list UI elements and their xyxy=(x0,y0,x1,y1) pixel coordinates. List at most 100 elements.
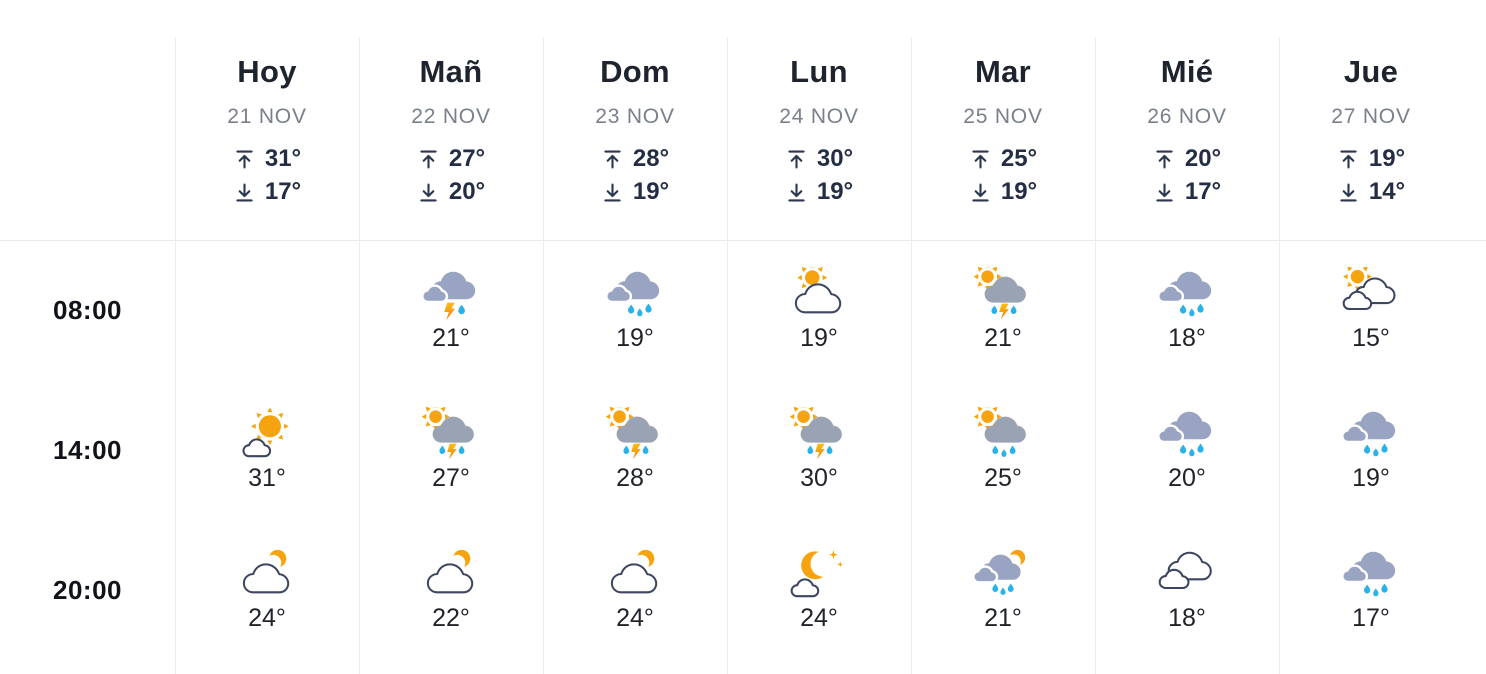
low-temp: 19° xyxy=(969,180,1037,204)
day-column-0: Hoy 21 NOV 31° 17° 31° 24° xyxy=(175,0,359,674)
low-temp-value: 17° xyxy=(264,178,302,205)
high-temp: 20° xyxy=(1153,147,1221,171)
column-divider xyxy=(1095,37,1096,674)
arrow-down-to-line-icon xyxy=(1340,183,1357,201)
high-low-temps: 27° 20° xyxy=(417,147,485,204)
rain-icon xyxy=(606,271,660,317)
cell-temperature: 24° xyxy=(800,604,838,632)
cell-temperature: 21° xyxy=(984,324,1022,352)
rain-icon xyxy=(1342,411,1396,457)
column-divider xyxy=(175,37,176,674)
column-divider xyxy=(543,37,544,674)
day-date: 26 NOV xyxy=(1147,105,1227,128)
high-temp-value: 30° xyxy=(816,145,854,172)
day-tab-5[interactable]: Mié 26 NOV 20° 17° xyxy=(1095,0,1279,240)
forecast-cell: 19° xyxy=(727,240,911,380)
high-temp: 30° xyxy=(785,147,853,171)
arrow-up-to-line-icon xyxy=(1340,150,1357,168)
forecast-cell xyxy=(175,240,359,380)
high-low-temps: 31° 17° xyxy=(233,147,301,204)
cell-temperature: 17° xyxy=(1352,604,1390,632)
day-name: Hoy xyxy=(237,54,297,89)
day-column-2: Dom 23 NOV 28° 19° 19° 28° 24° xyxy=(543,0,727,674)
arrow-down-to-line-icon xyxy=(788,183,805,201)
sun-rain-icon xyxy=(974,407,1026,457)
forecast-cell: 19° xyxy=(1279,380,1463,520)
day-name: Mar xyxy=(974,54,1032,89)
forecast-cell: 24° xyxy=(727,520,911,660)
cell-temperature: 20° xyxy=(1168,464,1206,492)
high-temp: 28° xyxy=(601,147,669,171)
day-name: Mié xyxy=(1160,54,1214,89)
arrow-up-to-line-icon xyxy=(604,150,621,168)
low-temp: 17° xyxy=(233,180,301,204)
cell-temperature: 18° xyxy=(1168,604,1206,632)
forecast-cell: 19° xyxy=(543,240,727,380)
forecast-cell: 24° xyxy=(543,520,727,660)
cloud-moon-icon xyxy=(242,549,290,594)
high-temp: 25° xyxy=(969,147,1037,171)
day-name: Dom xyxy=(600,54,670,89)
day-tab-0[interactable]: Hoy 21 NOV 31° 17° xyxy=(175,0,359,240)
high-temp-value: 19° xyxy=(1368,145,1406,172)
day-tab-4[interactable]: Mar 25 NOV 25° 19° xyxy=(911,0,1095,240)
low-temp-value: 20° xyxy=(448,178,486,205)
high-low-temps: 30° 19° xyxy=(785,147,853,204)
time-label: 08:00 xyxy=(53,294,122,325)
forecast-cell: 31° xyxy=(175,380,359,520)
high-temp: 31° xyxy=(233,147,301,171)
cell-temperature: 31° xyxy=(248,464,286,492)
day-tab-2[interactable]: Dom 23 NOV 28° 19° xyxy=(543,0,727,240)
day-date: 24 NOV xyxy=(779,105,859,128)
forecast-cell: 21° xyxy=(911,520,1095,660)
forecast-cell: 27° xyxy=(359,380,543,520)
cloudy-icon xyxy=(1158,551,1212,589)
arrow-down-to-line-icon xyxy=(604,183,621,201)
column-divider xyxy=(727,37,728,674)
rain-icon xyxy=(1158,271,1212,317)
day-tab-6[interactable]: Jue 27 NOV 19° 14° xyxy=(1279,0,1463,240)
sun-thunderstorm-icon xyxy=(974,267,1026,320)
low-temp: 14° xyxy=(1337,180,1405,204)
cell-temperature: 19° xyxy=(1352,464,1390,492)
high-temp: 19° xyxy=(1337,147,1405,171)
cell-temperature: 22° xyxy=(432,604,470,632)
day-name: Mañ xyxy=(419,54,483,89)
forecast-cell: 18° xyxy=(1095,240,1279,380)
column-divider xyxy=(1279,37,1280,674)
forecast-cell: 15° xyxy=(1279,240,1463,380)
cell-temperature: 21° xyxy=(984,604,1022,632)
high-low-temps: 25° 19° xyxy=(969,147,1037,204)
day-tab-1[interactable]: Mañ 22 NOV 27° 20° xyxy=(359,0,543,240)
day-column-3: Lun 24 NOV 30° 19° 19° 30° 24° xyxy=(727,0,911,674)
sun-thunderstorm-icon xyxy=(606,407,658,460)
high-low-temps: 28° 19° xyxy=(601,147,669,204)
cell-temperature: 19° xyxy=(800,324,838,352)
low-temp: 19° xyxy=(601,180,669,204)
low-temp-value: 19° xyxy=(1000,178,1038,205)
arrow-up-to-line-icon xyxy=(420,150,437,168)
cell-temperature: 24° xyxy=(616,604,654,632)
day-date: 23 NOV xyxy=(595,105,675,128)
low-temp: 19° xyxy=(785,180,853,204)
high-temp-value: 27° xyxy=(448,145,486,172)
day-column-1: Mañ 22 NOV 27° 20° 21° 27° 22° xyxy=(359,0,543,674)
forecast-cell: 18° xyxy=(1095,520,1279,660)
low-temp-value: 14° xyxy=(1368,178,1406,205)
arrow-up-to-line-icon xyxy=(236,150,253,168)
high-low-temps: 20° 17° xyxy=(1153,147,1221,204)
thunderstorm-icon xyxy=(422,271,476,321)
forecast-cell: 25° xyxy=(911,380,1095,520)
day-date: 21 NOV xyxy=(227,105,307,128)
forecast-cell: 20° xyxy=(1095,380,1279,520)
low-temp: 20° xyxy=(417,180,485,204)
cloud-moon-icon xyxy=(610,549,658,594)
forecast-cell: 17° xyxy=(1279,520,1463,660)
day-date: 27 NOV xyxy=(1331,105,1411,128)
time-label: 14:00 xyxy=(53,434,122,465)
forecast-cell: 24° xyxy=(175,520,359,660)
sun-thunderstorm-icon xyxy=(790,407,842,460)
day-tab-3[interactable]: Lun 24 NOV 30° 19° xyxy=(727,0,911,240)
arrow-up-to-line-icon xyxy=(1156,150,1173,168)
